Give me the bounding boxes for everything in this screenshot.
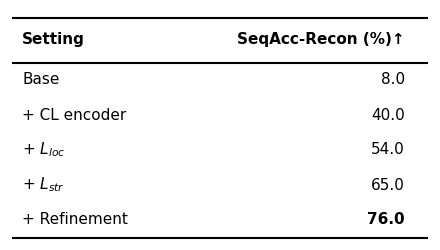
Text: + Refinement: + Refinement xyxy=(22,212,128,228)
Text: 40.0: 40.0 xyxy=(371,108,405,122)
Text: 8.0: 8.0 xyxy=(381,72,405,88)
Text: Base: Base xyxy=(22,72,59,88)
Text: + $L_{str}$: + $L_{str}$ xyxy=(22,176,65,194)
Text: + $L_{loc}$: + $L_{loc}$ xyxy=(22,141,65,159)
Text: SeqAcc-Recon (%)↑: SeqAcc-Recon (%)↑ xyxy=(237,32,405,48)
Text: 76.0: 76.0 xyxy=(367,212,405,228)
Text: + CL encoder: + CL encoder xyxy=(22,108,126,122)
Text: 54.0: 54.0 xyxy=(371,142,405,158)
Text: 65.0: 65.0 xyxy=(371,178,405,192)
Text: Setting: Setting xyxy=(22,32,85,48)
